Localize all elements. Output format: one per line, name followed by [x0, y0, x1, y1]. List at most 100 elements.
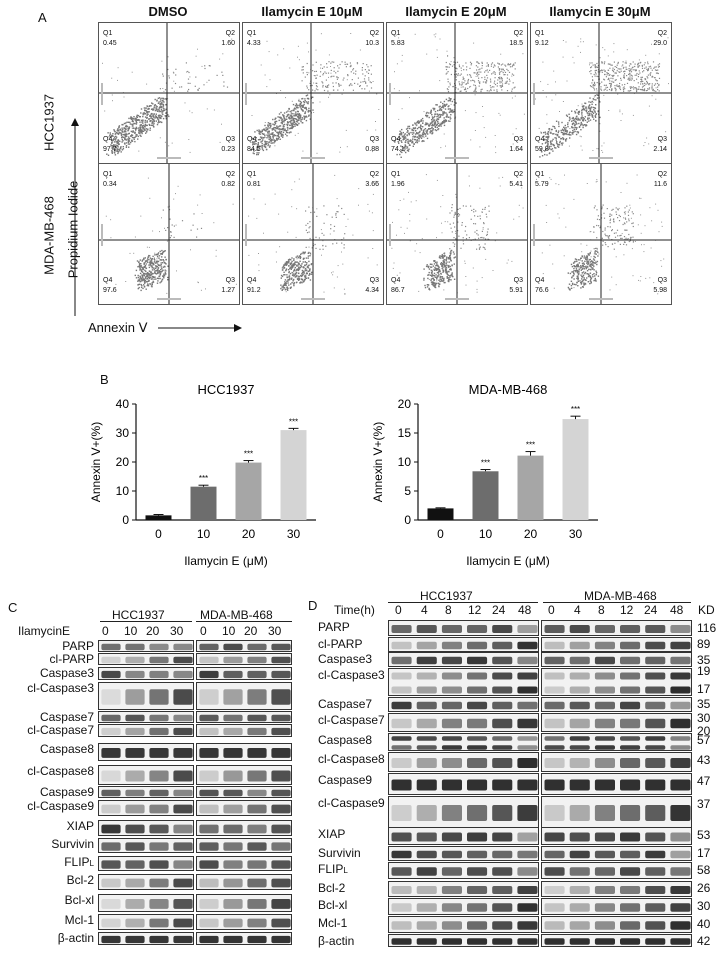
blot-strip [541, 827, 692, 845]
significance-mark: *** [244, 450, 253, 459]
blot-strip [196, 838, 292, 853]
lane-label: 12 [620, 603, 634, 617]
blot-strip [541, 881, 692, 897]
condition-label: DMSO [148, 4, 188, 19]
group-label-hcc1937: HCC1937 [112, 608, 165, 622]
blot-strip [196, 932, 292, 945]
kd-value: 17 [697, 682, 711, 696]
quadrant-value: 5.79 [535, 181, 549, 188]
protein-label: Caspase3 [39, 666, 94, 680]
protein-label: FLIPLFLIPL [318, 862, 348, 876]
quadrant-name: Q1 [103, 171, 112, 178]
quadrant-value: 9.12 [535, 40, 549, 47]
quadrant-name: Q4 [103, 136, 112, 143]
bar [280, 430, 307, 520]
blot-strip [388, 827, 539, 845]
kd-value: 58 [697, 863, 711, 877]
blot-strip [541, 773, 692, 795]
blot-strip [541, 862, 692, 879]
blot-strip [196, 820, 292, 836]
lane-label: 24 [492, 603, 506, 617]
blot-strip [98, 820, 194, 836]
blot-strip [541, 916, 692, 933]
quadrant-name: Q2 [658, 30, 667, 37]
protein-label: cl-Caspase9 [318, 796, 385, 810]
group-label-mda: MDA-MB-468 [200, 608, 273, 622]
blot-strip [388, 898, 539, 915]
quadrant-name: Q3 [658, 136, 667, 143]
kd-value: 53 [697, 828, 711, 842]
blot-strip [196, 667, 292, 680]
blot-strip [388, 881, 539, 897]
blot-strip [196, 765, 292, 785]
flow-plot: Q1 9.12 Q2 29.0 Q3 2.14 Q4 59.8 [530, 22, 672, 164]
lane-label: 10 [222, 624, 236, 638]
x-axis-label: Ilamycin E (μM) [184, 554, 268, 568]
protein-label: Caspase7 [39, 710, 94, 724]
blot-strip [388, 713, 539, 732]
quadrant-name: Q1 [535, 171, 544, 178]
x-tick-label: 10 [197, 527, 211, 541]
blot-strip [196, 743, 292, 761]
quadrant-name: Q2 [226, 30, 235, 37]
quadrant-value: 5.83 [391, 40, 405, 47]
quadrant-value: 1.96 [391, 181, 405, 188]
condition-label: Ilamycin E 30μM [549, 4, 651, 19]
blot-strip [98, 838, 194, 853]
blot-strip [196, 724, 292, 737]
quadrant-name: Q3 [370, 277, 379, 284]
panel-d-letter: D [308, 598, 318, 613]
kd-value: 47 [697, 774, 711, 788]
protein-label: PARP [62, 639, 94, 653]
bar-chart-hcc1937: HCC1937 0 10 20 30 40 Annexin V+(%) 0 *** 10 *** 20… [89, 382, 316, 568]
quadrant-value: 1.27 [221, 287, 235, 294]
protein-label: FLIPLFLIPL [64, 855, 94, 869]
blot-strip [388, 916, 539, 933]
panel-c-letter: C [8, 600, 18, 615]
bar [427, 508, 454, 520]
blot-strip [98, 894, 194, 912]
blot-strip [196, 914, 292, 930]
quadrant-value: 84.5 [247, 146, 261, 153]
protein-label: Caspase9 [318, 773, 373, 787]
y-tick-label: 15 [398, 426, 412, 440]
blot-strip [388, 668, 539, 696]
protein-label: cl-PARP [49, 652, 94, 666]
blot-strip [541, 652, 692, 667]
blot-strip [196, 800, 292, 816]
blot-strip [98, 874, 194, 890]
kd-value: 89 [697, 637, 711, 651]
kd-value: 37 [697, 797, 711, 811]
quadrant-name: Q4 [391, 277, 400, 284]
protein-label: Bcl-2 [66, 873, 94, 887]
quadrant-value: 5.98 [653, 287, 667, 294]
x-tick-label: 30 [287, 527, 301, 541]
protein-label-flip: FLIP [64, 855, 90, 869]
bar [562, 419, 589, 520]
quadrant-value: 91.2 [247, 287, 261, 294]
blot-strip [388, 846, 539, 861]
quadrant-value: 4.33 [247, 40, 261, 47]
flow-plot: Q1 4.33 Q2 10.3 Q3 0.88 Q4 84.5 [242, 22, 384, 164]
protein-label: Mcl-1 [318, 916, 348, 930]
blot-strip [196, 786, 292, 798]
protein-label: PARP [318, 620, 350, 634]
y-tick-label: 0 [122, 513, 129, 527]
pi-axis-arrow [71, 118, 79, 316]
quadrant-name: Q3 [226, 277, 235, 284]
blot-strip [388, 796, 539, 828]
flow-plot: Q1 5.83 Q2 18.5 Q3 1.64 Q4 74.1 [386, 22, 528, 164]
group-underline [196, 621, 292, 622]
blot-strip [98, 800, 194, 816]
bar [517, 455, 544, 520]
kd-value: 20 [697, 724, 711, 738]
blot-strip [541, 796, 692, 828]
quadrant-value: 59.8 [535, 146, 549, 153]
significance-mark: *** [481, 459, 490, 468]
quadrant-name: Q4 [103, 277, 112, 284]
quadrant-name: Q4 [535, 277, 544, 284]
quadrant-name: Q1 [247, 171, 256, 178]
quadrant-value: 5.41 [509, 181, 523, 188]
quadrant-value: 1.64 [509, 146, 523, 153]
cell-line-label-hcc1937: HCC1937 [41, 93, 57, 152]
